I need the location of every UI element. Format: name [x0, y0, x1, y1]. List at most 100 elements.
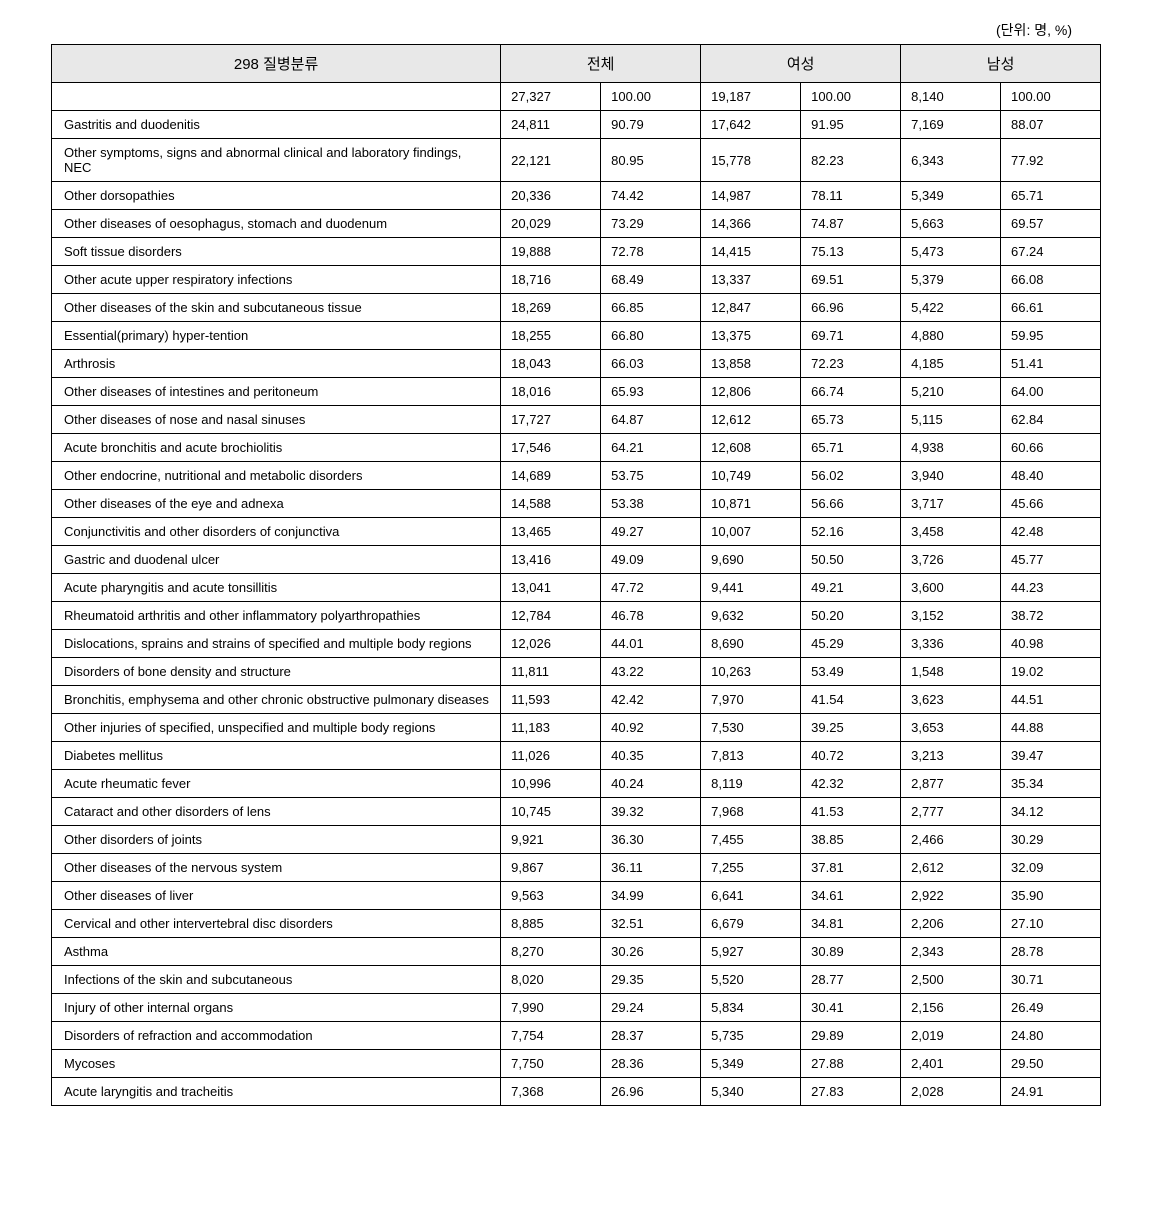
- table-row: Acute laryngitis and tracheitis7,36826.9…: [52, 1078, 1101, 1106]
- cell-total_p: 73.29: [601, 210, 701, 238]
- disease-name-cell: Disorders of bone density and structure: [52, 658, 501, 686]
- cell-female_p: 56.66: [801, 490, 901, 518]
- cell-female_p: 42.32: [801, 770, 901, 798]
- cell-total_p: 29.35: [601, 966, 701, 994]
- disease-name-cell: Cervical and other intervertebral disc d…: [52, 910, 501, 938]
- table-row: Conjunctivitis and other disorders of co…: [52, 518, 1101, 546]
- cell-male_n: 3,336: [901, 630, 1001, 658]
- cell-female_p: 39.25: [801, 714, 901, 742]
- disease-name-cell: Other endocrine, nutritional and metabol…: [52, 462, 501, 490]
- cell-female_n: 10,749: [701, 462, 801, 490]
- cell-total_n: 27,327: [501, 83, 601, 111]
- cell-male_n: 5,422: [901, 294, 1001, 322]
- cell-male_p: 39.47: [1000, 742, 1100, 770]
- disease-name-cell: Other acute upper respiratory infections: [52, 266, 501, 294]
- cell-total_p: 53.75: [601, 462, 701, 490]
- cell-total_n: 12,784: [501, 602, 601, 630]
- cell-total_n: 13,465: [501, 518, 601, 546]
- cell-female_n: 10,007: [701, 518, 801, 546]
- disease-name-cell: Other diseases of liver: [52, 882, 501, 910]
- disease-name-cell: Acute laryngitis and tracheitis: [52, 1078, 501, 1106]
- cell-female_n: 13,858: [701, 350, 801, 378]
- header-female: 여성: [701, 45, 901, 83]
- cell-total_n: 12,026: [501, 630, 601, 658]
- cell-total_p: 42.42: [601, 686, 701, 714]
- cell-male_n: 5,473: [901, 238, 1001, 266]
- cell-male_n: 2,877: [901, 770, 1001, 798]
- cell-total_n: 18,043: [501, 350, 601, 378]
- cell-female_p: 75.13: [801, 238, 901, 266]
- cell-female_n: 8,119: [701, 770, 801, 798]
- cell-male_n: 2,028: [901, 1078, 1001, 1106]
- cell-male_p: 65.71: [1000, 182, 1100, 210]
- cell-female_p: 40.72: [801, 742, 901, 770]
- cell-female_n: 7,968: [701, 798, 801, 826]
- cell-total_p: 64.87: [601, 406, 701, 434]
- cell-total_p: 72.78: [601, 238, 701, 266]
- cell-male_n: 5,379: [901, 266, 1001, 294]
- cell-total_p: 36.30: [601, 826, 701, 854]
- cell-male_p: 66.08: [1000, 266, 1100, 294]
- table-row: Other diseases of nose and nasal sinuses…: [52, 406, 1101, 434]
- cell-female_p: 28.77: [801, 966, 901, 994]
- cell-female_p: 27.83: [801, 1078, 901, 1106]
- cell-male_n: 4,938: [901, 434, 1001, 462]
- cell-total_n: 10,745: [501, 798, 601, 826]
- cell-male_n: 3,717: [901, 490, 1001, 518]
- disease-name-cell: Bronchitis, emphysema and other chronic …: [52, 686, 501, 714]
- cell-male_p: 48.40: [1000, 462, 1100, 490]
- cell-female_n: 10,871: [701, 490, 801, 518]
- cell-male_p: 77.92: [1000, 139, 1100, 182]
- cell-female_p: 50.20: [801, 602, 901, 630]
- cell-female_p: 41.53: [801, 798, 901, 826]
- cell-male_p: 45.77: [1000, 546, 1100, 574]
- cell-total_p: 68.49: [601, 266, 701, 294]
- cell-male_n: 2,466: [901, 826, 1001, 854]
- cell-male_p: 29.50: [1000, 1050, 1100, 1078]
- disease-name-cell: Acute pharyngitis and acute tonsillitis: [52, 574, 501, 602]
- table-row: Other endocrine, nutritional and metabol…: [52, 462, 1101, 490]
- cell-female_p: 38.85: [801, 826, 901, 854]
- header-disease: 298 질병분류: [52, 45, 501, 83]
- cell-male_p: 35.90: [1000, 882, 1100, 910]
- disease-name-cell: Other symptoms, signs and abnormal clini…: [52, 139, 501, 182]
- cell-male_p: 62.84: [1000, 406, 1100, 434]
- table-row: Mycoses7,75028.365,34927.882,40129.50: [52, 1050, 1101, 1078]
- cell-female_p: 65.73: [801, 406, 901, 434]
- cell-male_p: 88.07: [1000, 111, 1100, 139]
- cell-total_n: 18,269: [501, 294, 601, 322]
- cell-female_n: 15,778: [701, 139, 801, 182]
- cell-total_p: 43.22: [601, 658, 701, 686]
- cell-female_p: 30.89: [801, 938, 901, 966]
- table-row: Disorders of refraction and accommodatio…: [52, 1022, 1101, 1050]
- disease-name-cell: Other disorders of joints: [52, 826, 501, 854]
- cell-male_p: 44.23: [1000, 574, 1100, 602]
- cell-male_n: 7,169: [901, 111, 1001, 139]
- cell-female_n: 13,337: [701, 266, 801, 294]
- cell-female_n: 5,349: [701, 1050, 801, 1078]
- cell-total_p: 32.51: [601, 910, 701, 938]
- cell-male_p: 66.61: [1000, 294, 1100, 322]
- disease-name-cell: Mycoses: [52, 1050, 501, 1078]
- cell-total_p: 66.80: [601, 322, 701, 350]
- cell-female_n: 7,455: [701, 826, 801, 854]
- table-row: Other dorsopathies20,33674.4214,98778.11…: [52, 182, 1101, 210]
- cell-female_n: 6,641: [701, 882, 801, 910]
- cell-female_n: 9,441: [701, 574, 801, 602]
- cell-male_p: 38.72: [1000, 602, 1100, 630]
- disease-name-cell: Essential(primary) hyper-tention: [52, 322, 501, 350]
- cell-male_p: 28.78: [1000, 938, 1100, 966]
- cell-female_p: 91.95: [801, 111, 901, 139]
- cell-total_p: 29.24: [601, 994, 701, 1022]
- cell-female_n: 12,806: [701, 378, 801, 406]
- cell-total_n: 10,996: [501, 770, 601, 798]
- disease-name-cell: Other diseases of nose and nasal sinuses: [52, 406, 501, 434]
- cell-female_n: 8,690: [701, 630, 801, 658]
- cell-total_p: 40.92: [601, 714, 701, 742]
- disease-name-cell: Arthrosis: [52, 350, 501, 378]
- cell-female_n: 5,520: [701, 966, 801, 994]
- cell-total_n: 14,588: [501, 490, 601, 518]
- header-row: 298 질병분류 전체 여성 남성: [52, 45, 1101, 83]
- cell-male_p: 100.00: [1000, 83, 1100, 111]
- cell-total_n: 9,867: [501, 854, 601, 882]
